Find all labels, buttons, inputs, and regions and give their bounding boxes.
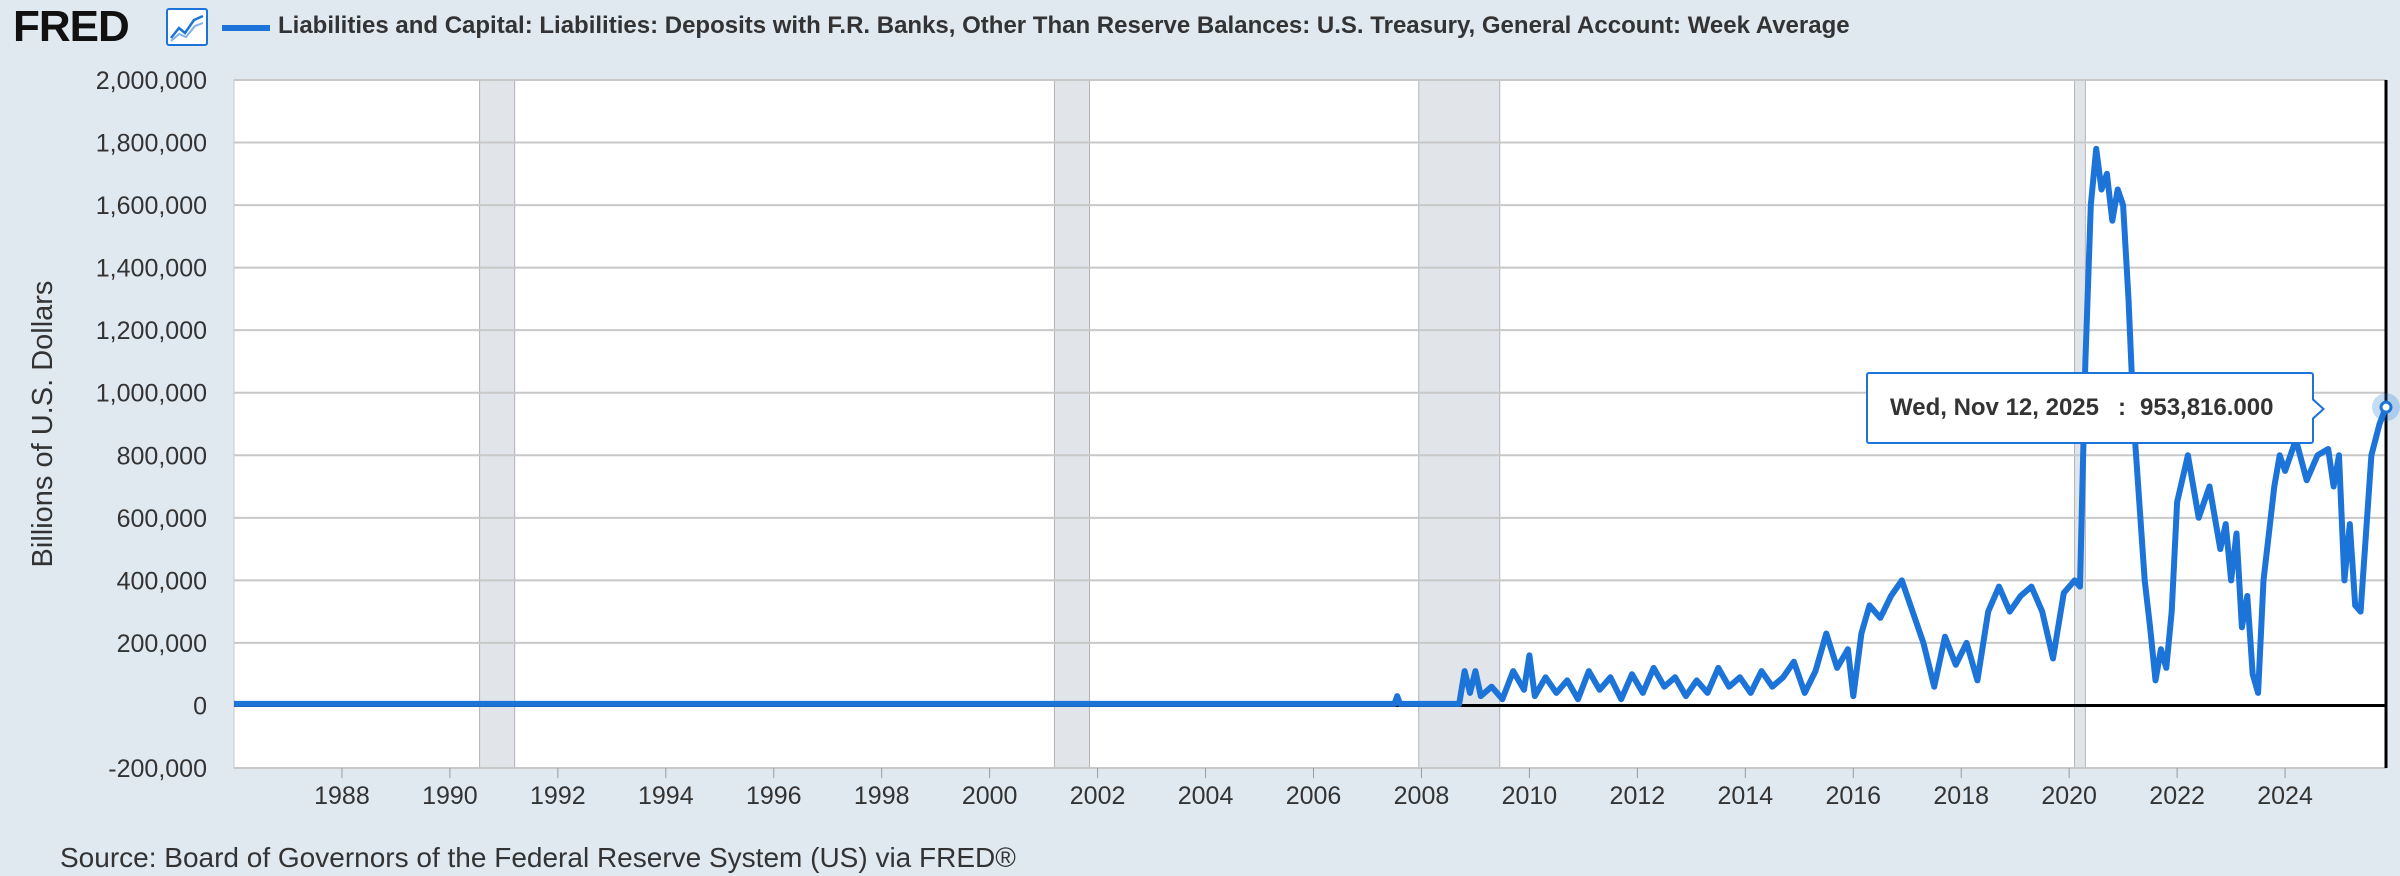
y-tick-label: 1,200,000: [96, 317, 207, 345]
fred-logo[interactable]: FRED: [13, 2, 130, 51]
recession-band: [1418, 79, 1501, 769]
y-tick-label: 2,000,000: [96, 67, 207, 95]
y-tick-label: -200,000: [108, 755, 207, 783]
x-tick-label: 1990: [422, 782, 478, 810]
x-tick-label: 2024: [2257, 782, 2313, 810]
tooltip-separator: :: [2118, 394, 2126, 421]
x-tick-label: 2000: [962, 782, 1018, 810]
x-tick-label: 1994: [638, 782, 694, 810]
tooltip-arrow-inner: [2312, 400, 2322, 418]
x-tick-label: 2022: [2149, 782, 2205, 810]
highlight-point: [2379, 400, 2393, 414]
x-tick-label: 1998: [854, 782, 910, 810]
tooltip: Wed, Nov 12, 2025 : 953,816.000: [1866, 372, 2314, 444]
tooltip-date: Wed, Nov 12, 2025: [1890, 394, 2099, 421]
line-chart-icon[interactable]: [166, 8, 208, 46]
x-tick-label: 1996: [746, 782, 802, 810]
y-tick-label: 800,000: [117, 442, 207, 470]
x-tick-label: 2006: [1286, 782, 1342, 810]
y-tick-label: 0: [193, 692, 207, 720]
recession-band: [479, 79, 516, 769]
x-tick-label: 2010: [1502, 782, 1558, 810]
x-tick-label: 2020: [2041, 782, 2097, 810]
y-tick-label: 1,000,000: [96, 380, 207, 408]
header: FRED Liabilities and Capital: Liabilitie…: [0, 0, 2400, 56]
y-tick-label: 1,800,000: [96, 130, 207, 158]
x-tick-label: 2002: [1070, 782, 1126, 810]
series-line: [234, 145, 2389, 707]
y-tick-label: 200,000: [117, 630, 207, 658]
source-note: Source: Board of Governors of the Federa…: [60, 842, 1016, 873]
x-tick-label: 2012: [1610, 782, 1666, 810]
x-tick-label: 1988: [314, 782, 370, 810]
y-tick-label: 1,600,000: [96, 192, 207, 220]
legend-swatch: [222, 25, 270, 31]
y-tick-label: 600,000: [117, 505, 207, 533]
y-axis-label: Billions of U.S. Dollars: [27, 281, 59, 568]
x-tick-label: 1992: [530, 782, 586, 810]
series-title: Liabilities and Capital: Liabilities: De…: [278, 12, 1850, 39]
x-tick-label: 2008: [1394, 782, 1450, 810]
x-tick-label: 2018: [1933, 782, 1989, 810]
tooltip-value: 953,816.000: [2140, 394, 2274, 421]
y-tick-label: 400,000: [117, 567, 207, 595]
y-tick-label: 1,400,000: [96, 255, 207, 283]
x-tick-label: 2014: [1717, 782, 1773, 810]
x-tick-label: 2016: [1825, 782, 1881, 810]
recession-band: [1053, 79, 1091, 769]
chart: -200,000 0 200,000 400,000 600,000 800,000 1,0…: [27, 67, 2400, 810]
x-tick-label: 2004: [1178, 782, 1234, 810]
